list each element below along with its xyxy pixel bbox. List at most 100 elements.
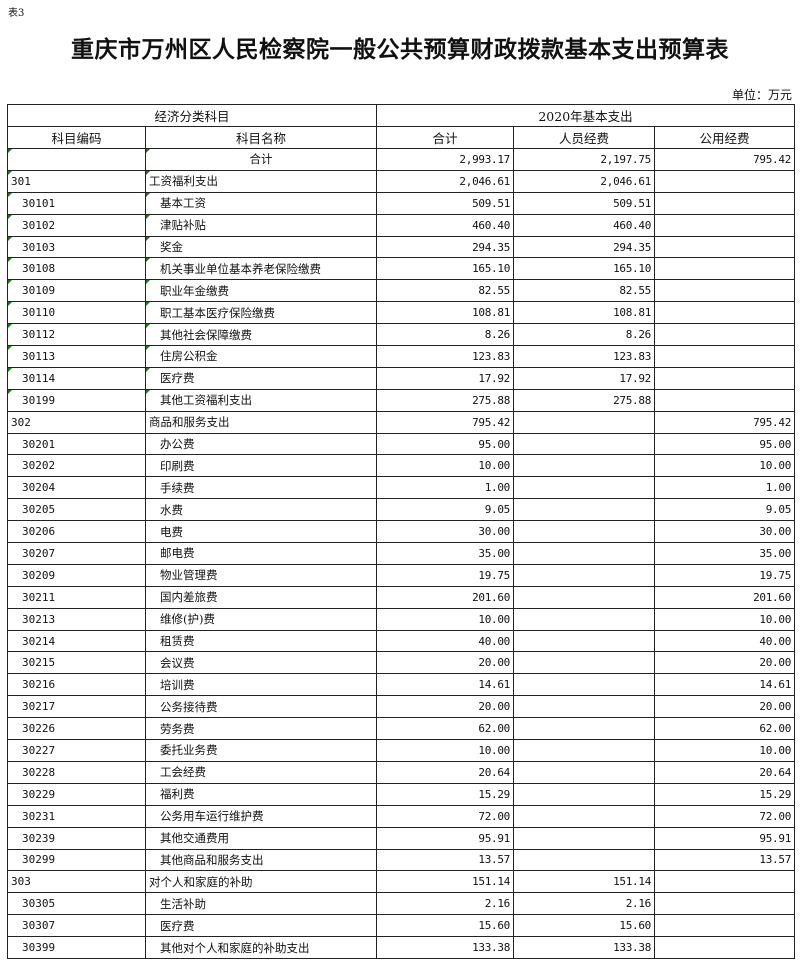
code-text: 30399 [22,941,56,954]
table-row: 30109 职业年金缴费 82.55 82.55 [7,279,796,303]
name-cell: 其他商品和服务支出 [144,848,378,872]
public-cell: 20.00 [654,695,796,719]
code-text: 30102 [22,218,56,232]
public-cell: 20.00 [654,651,796,675]
name-text: 国内差旅费 [160,590,218,605]
total-cell: 2,046.61 [376,169,515,193]
total-cell: 509.51 [376,191,515,215]
personnel-text: 165.10 [613,262,652,276]
name-cell: 劳务费 [144,717,378,741]
name-text: 合计 [249,152,273,167]
personnel-text: 509.51 [613,196,652,210]
code-cell: 30215 [7,651,146,675]
header-basic-expense: 2020年基本支出 [376,104,796,127]
public-text: 95.00 [759,437,792,451]
name-text: 办公费 [160,437,195,452]
total-cell: 15.29 [376,782,515,806]
table-row: 30215 会议费 20.00 20.00 [7,651,796,675]
total-text: 95.00 [478,437,511,451]
name-cell: 培训费 [144,673,378,697]
code-cell: 30102 [7,213,146,237]
code-cell: 30202 [7,454,146,478]
table-row: 30112 其他社会保障缴费 8.26 8.26 [7,323,796,347]
table-row: 30214 租赁费 40.00 40.00 [7,629,796,653]
header-code: 科目编码 [7,126,146,149]
total-cell: 123.83 [376,345,515,368]
total-text: 10.00 [478,743,511,757]
name-cell: 工会经费 [144,760,378,784]
code-text: 30114 [22,371,56,385]
total-text: 15.60 [478,919,511,933]
name-cell: 其他社会保障缴费 [144,323,378,347]
personnel-cell: 15.60 [513,914,656,938]
personnel-cell: 294.35 [513,235,656,259]
code-cell: 30199 [7,388,146,412]
personnel-cell [513,520,656,544]
cell-marker-icon [8,149,12,153]
table-row: 30114 医疗费 17.92 17.92 [7,366,796,390]
personnel-cell: 2.16 [513,892,656,916]
name-text: 福利费 [160,787,195,802]
name-text: 对个人和家庭的补助 [149,874,253,889]
total-cell: 14.61 [376,673,515,697]
public-text: 15.29 [759,787,792,801]
public-cell: 14.61 [654,673,796,697]
personnel-cell: 133.38 [513,936,656,959]
personnel-cell [513,476,656,500]
code-text: 30108 [22,262,56,276]
name-cell: 合计 [144,148,378,171]
total-text: 10.00 [478,459,511,473]
code-cell: 30101 [7,191,146,215]
name-text: 工会经费 [160,765,206,780]
personnel-text: 294.35 [613,240,652,254]
table-row: 30199 其他工资福利支出 275.88 275.88 [7,388,796,412]
total-cell: 40.00 [376,629,515,653]
table-row: 30213 维修(护)费 10.00 10.00 [7,607,796,631]
code-cell: 30226 [7,717,146,741]
cell-marker-icon [146,324,150,329]
cell-marker-icon [146,237,150,241]
cell-marker-icon [8,258,12,263]
table-row: 合计 2,993.17 2,197.75 795.42 [7,148,796,171]
code-text: 30113 [22,349,56,363]
total-text: 1.00 [484,481,511,495]
public-text: 40.00 [759,634,792,648]
public-cell: 40.00 [654,629,796,653]
code-text: 30207 [22,546,56,560]
cell-marker-icon [8,237,12,241]
code-text: 30307 [22,919,56,933]
name-cell: 其他工资福利支出 [144,388,378,412]
cell-marker-icon [146,302,150,307]
total-cell: 795.42 [376,410,515,434]
page-title: 重庆市万州区人民检察院一般公共预算财政拨款基本支出预算表 [71,37,729,63]
total-cell: 10.00 [376,607,515,631]
public-cell [654,279,796,303]
header-personnel: 人员经费 [513,126,656,149]
public-text: 35.00 [759,546,792,560]
personnel-cell [513,563,656,587]
table-row: 30204 手续费 1.00 1.00 [7,476,796,500]
code-cell: 30201 [7,432,146,456]
personnel-cell: 123.83 [513,345,656,368]
name-cell: 手续费 [144,476,378,500]
public-cell [654,366,796,390]
code-text: 30202 [22,459,56,473]
public-text: 95.91 [759,831,792,845]
public-cell [654,191,796,215]
name-cell: 电费 [144,520,378,544]
public-cell: 795.42 [654,148,796,171]
name-cell: 职工基本医疗保险缴费 [144,301,378,325]
table-row: 30227 委托业务费 10.00 10.00 [7,739,796,762]
table-row: 30226 劳务费 62.00 62.00 [7,717,796,741]
cell-marker-icon [146,280,150,285]
personnel-cell: 108.81 [513,301,656,325]
table-row: 30216 培训费 14.61 14.61 [7,673,796,697]
cell-marker-icon [146,368,150,372]
code-text: 30205 [22,503,56,517]
name-cell: 医疗费 [144,914,378,938]
public-cell: 20.64 [654,760,796,784]
name-cell: 其他交通费用 [144,826,378,850]
total-cell: 20.00 [376,695,515,719]
code-text: 30110 [22,306,56,320]
code-cell: 30305 [7,892,146,916]
